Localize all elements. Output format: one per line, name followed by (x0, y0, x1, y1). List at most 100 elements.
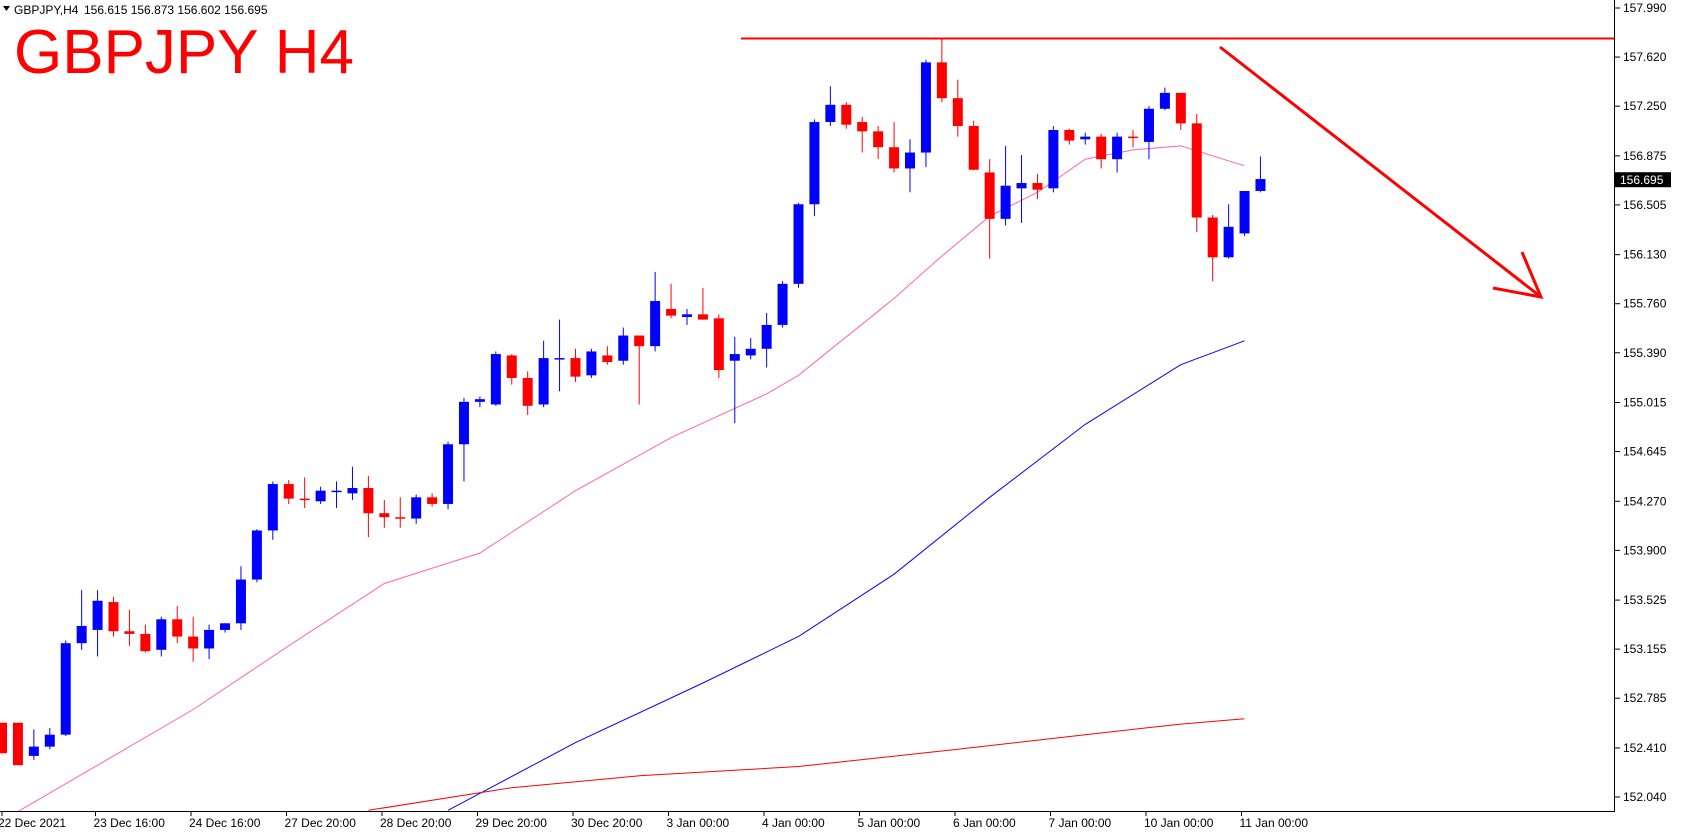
arrow-head-icon (1492, 251, 1544, 299)
candle-body (220, 623, 231, 630)
candle-body (1255, 179, 1266, 191)
candle (1175, 92, 1186, 130)
candle-body (952, 98, 963, 127)
candle (427, 493, 438, 507)
price-tick-label: 157.620 (1623, 50, 1667, 64)
candle-body (554, 358, 565, 360)
candle-body (124, 631, 135, 634)
candle-body (172, 619, 183, 637)
candle-body (267, 484, 278, 531)
time-tick-label: 5 Jan 00:00 (858, 816, 921, 830)
price-tick-label: 152.040 (1623, 790, 1667, 804)
header: GBPJPY,H4 156.615 156.873 156.602 156.69… (3, 3, 354, 87)
candle (347, 466, 358, 500)
candle-body (968, 126, 979, 170)
candle (713, 314, 724, 378)
candle (60, 640, 71, 737)
candle (1128, 129, 1139, 148)
candle-body (395, 517, 406, 519)
moving-averages (17, 145, 1245, 813)
time-axis: 22 Dec 2021 23 Dec 16:00 24 Dec 16:00 27 De… (0, 811, 1308, 830)
candle (411, 494, 422, 524)
price-tick-label: 153.155 (1623, 642, 1667, 656)
candle (1048, 126, 1059, 193)
candle (44, 728, 55, 750)
candle (490, 351, 501, 406)
candle (1000, 145, 1011, 226)
candle-body (729, 354, 740, 361)
candle-body (363, 488, 374, 514)
candle-body (634, 335, 645, 347)
candle (188, 616, 199, 662)
time-tick-label: 10 Jan 00:00 (1144, 816, 1214, 830)
price-tick-label: 152.410 (1623, 741, 1667, 755)
candle (1191, 114, 1202, 233)
candle-body (873, 131, 884, 148)
candle-body (28, 746, 39, 756)
candle (936, 38, 947, 103)
candle (363, 476, 374, 538)
candle (299, 477, 310, 508)
price-tick-label: 153.900 (1623, 543, 1667, 557)
candle-body (697, 314, 708, 320)
candle-body (586, 351, 597, 376)
candle (1064, 128, 1075, 145)
candlesticks (0, 38, 1266, 766)
candle-body (1159, 92, 1170, 109)
price-tick-label: 157.990 (1623, 1, 1667, 15)
candle (283, 480, 294, 504)
candle (586, 348, 597, 378)
candle-body (570, 358, 581, 377)
price-tick-label: 152.785 (1623, 691, 1667, 705)
candle (395, 497, 406, 528)
candle (220, 623, 231, 633)
time-tick-label: 11 Jan 00:00 (1240, 816, 1309, 830)
candle-body (156, 619, 167, 650)
candle (889, 122, 900, 173)
candle (92, 590, 103, 657)
annotations (741, 37, 1614, 299)
candle-body (188, 636, 199, 649)
time-tick-label: 29 Dec 20:00 (476, 816, 548, 830)
candle-body (777, 283, 788, 325)
candle (235, 566, 246, 630)
candle-body (1096, 136, 1107, 160)
symbol-info: GBPJPY,H4 (14, 3, 79, 17)
candle (108, 596, 119, 637)
candle-body (331, 490, 342, 493)
price-axis: 157.990 157.620 157.250 156.875 156.505 156.1… (1615, 1, 1667, 804)
candle-body (12, 722, 23, 766)
moving-average-line (447, 340, 1245, 811)
dropdown-triangle-icon[interactable] (3, 6, 10, 11)
candle (379, 499, 390, 528)
candle-body (809, 122, 820, 205)
price-tick-label: 157.250 (1623, 99, 1667, 113)
candle-body (602, 355, 613, 363)
candle-body (411, 497, 422, 519)
candle (331, 481, 342, 508)
candle-body (713, 318, 724, 371)
candle-body (857, 122, 868, 132)
candle-body (1175, 92, 1186, 124)
candle-body (427, 497, 438, 504)
candle-body (905, 152, 916, 169)
candle-body (315, 490, 326, 502)
candle (506, 354, 517, 385)
candle-body (108, 602, 119, 632)
time-tick-label: 24 Dec 16:00 (189, 816, 261, 830)
candle (697, 287, 708, 320)
candle (522, 371, 533, 416)
candle (666, 283, 677, 319)
price-tick-label: 154.645 (1623, 445, 1667, 459)
candle (443, 441, 454, 510)
candle-body (1032, 183, 1043, 190)
candle (1096, 133, 1107, 169)
candle-body (1112, 136, 1123, 160)
candle-body (920, 62, 931, 153)
candle-body (745, 348, 756, 356)
time-tick-label: 23 Dec 16:00 (94, 816, 166, 830)
candle (857, 116, 868, 153)
candle (745, 338, 756, 360)
candle-body (76, 625, 87, 644)
